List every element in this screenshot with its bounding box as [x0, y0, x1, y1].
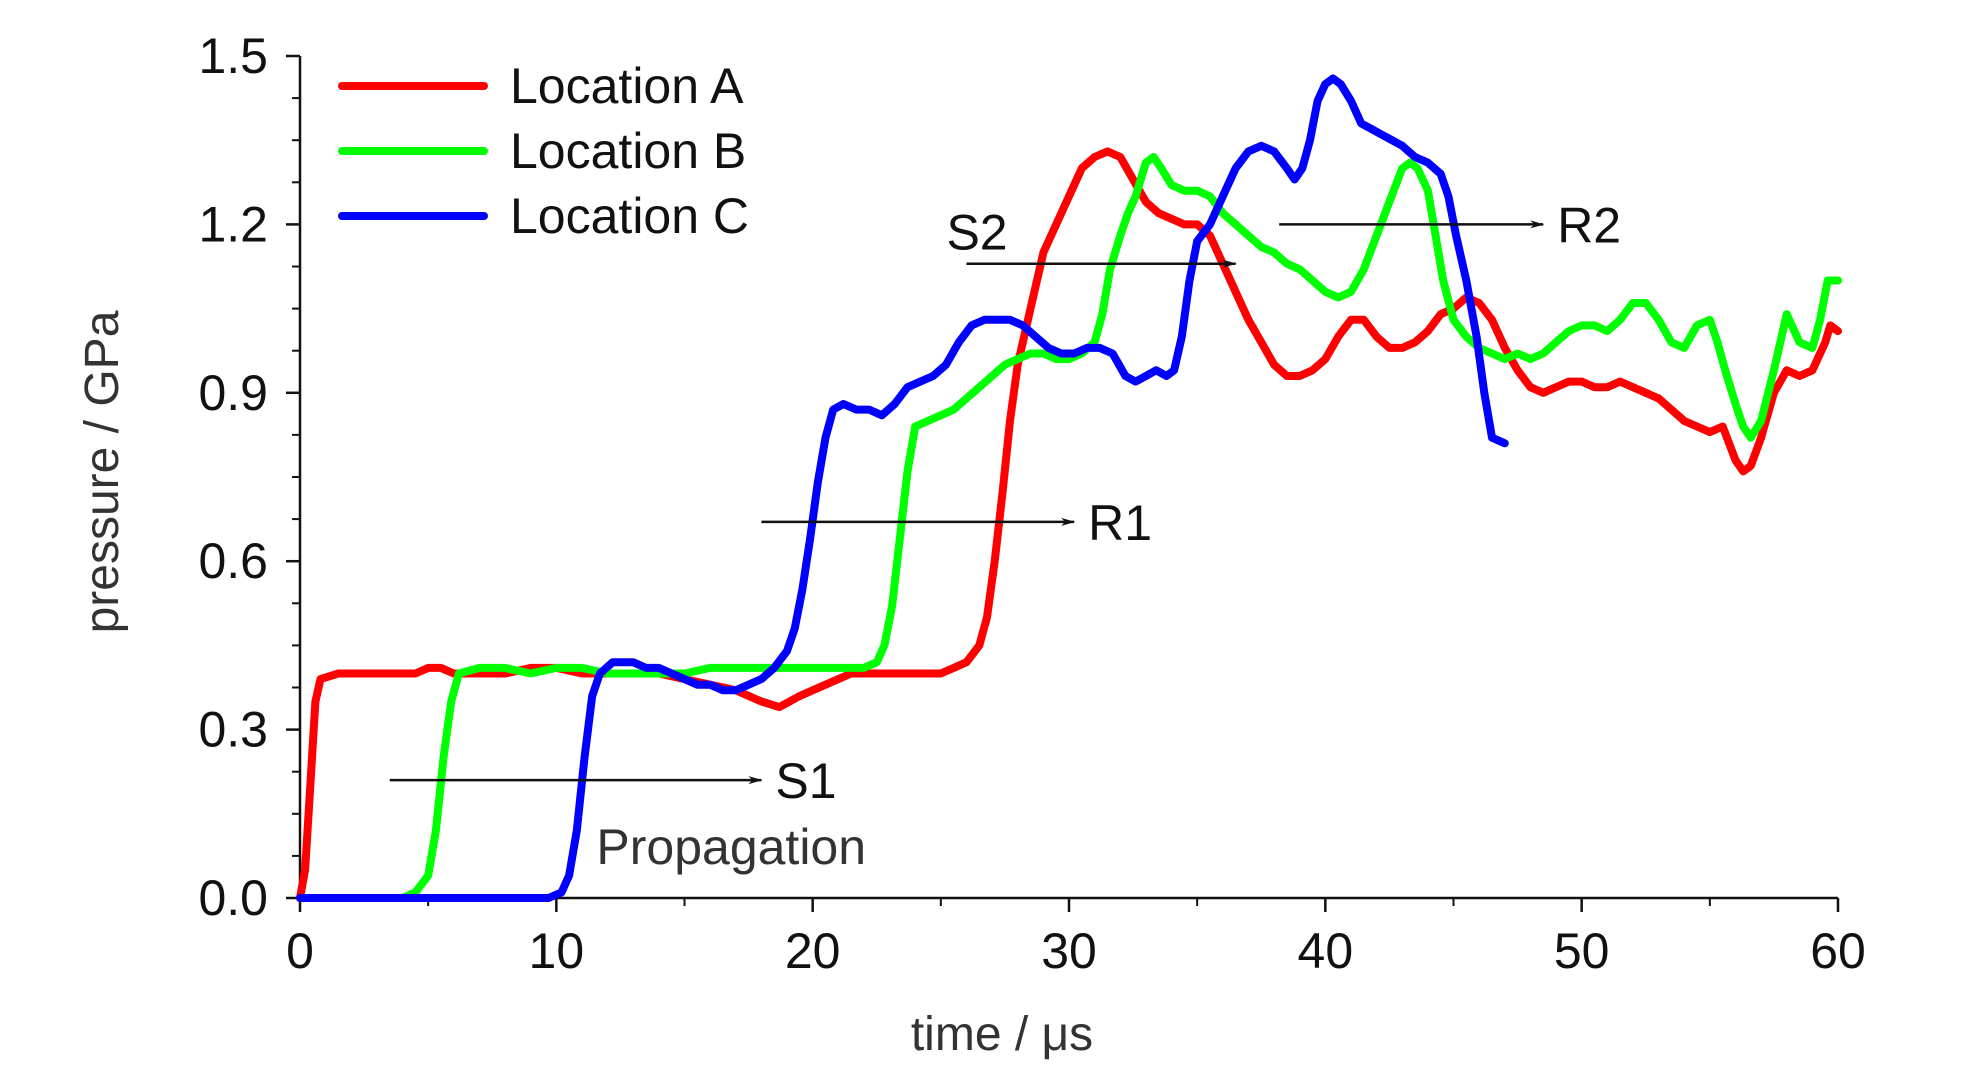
annotation-r1: R1 — [1088, 495, 1152, 551]
annotations: S1 Propagation R1 S2 R2 — [389, 197, 1621, 875]
legend-label-location-b: Location B — [510, 123, 746, 179]
legend-label-location-c: Location C — [510, 188, 749, 244]
annotation-r2: R2 — [1557, 197, 1621, 253]
y-tick-label: 0.9 — [198, 365, 268, 421]
annotation-s2: S2 — [946, 205, 1007, 261]
x-tick-label: 0 — [286, 923, 314, 979]
legend-label-location-a: Location A — [510, 58, 744, 114]
x-tick-label: 60 — [1810, 923, 1866, 979]
x-tick-label: 40 — [1298, 923, 1354, 979]
x-tick-label: 30 — [1041, 923, 1097, 979]
x-tick-label: 10 — [529, 923, 585, 979]
series-lines — [296, 74, 1842, 902]
x-tick-label: 50 — [1554, 923, 1610, 979]
series-line-location-c — [296, 74, 1509, 902]
x-tick-label: 20 — [785, 923, 841, 979]
x-axis-label: time / μs — [911, 1008, 1093, 1061]
y-tick-label: 1.2 — [198, 196, 268, 252]
annotation-s1-sublabel: Propagation — [596, 819, 866, 875]
y-axis-label: pressure / GPa — [76, 310, 129, 633]
legend: Location A Location B Location C — [338, 58, 749, 244]
y-tick-label: 0.3 — [198, 702, 268, 758]
series-line-location-b — [398, 153, 1842, 902]
y-tick-label: 0.0 — [198, 870, 268, 926]
y-tick-label: 1.5 — [198, 28, 268, 84]
y-tick-label: 0.6 — [198, 533, 268, 589]
axes: 0 10 20 30 40 50 60 0.0 0.3 0.6 0.9 1.2 1.5 — [198, 28, 1865, 979]
annotation-s1: S1 — [775, 753, 836, 809]
